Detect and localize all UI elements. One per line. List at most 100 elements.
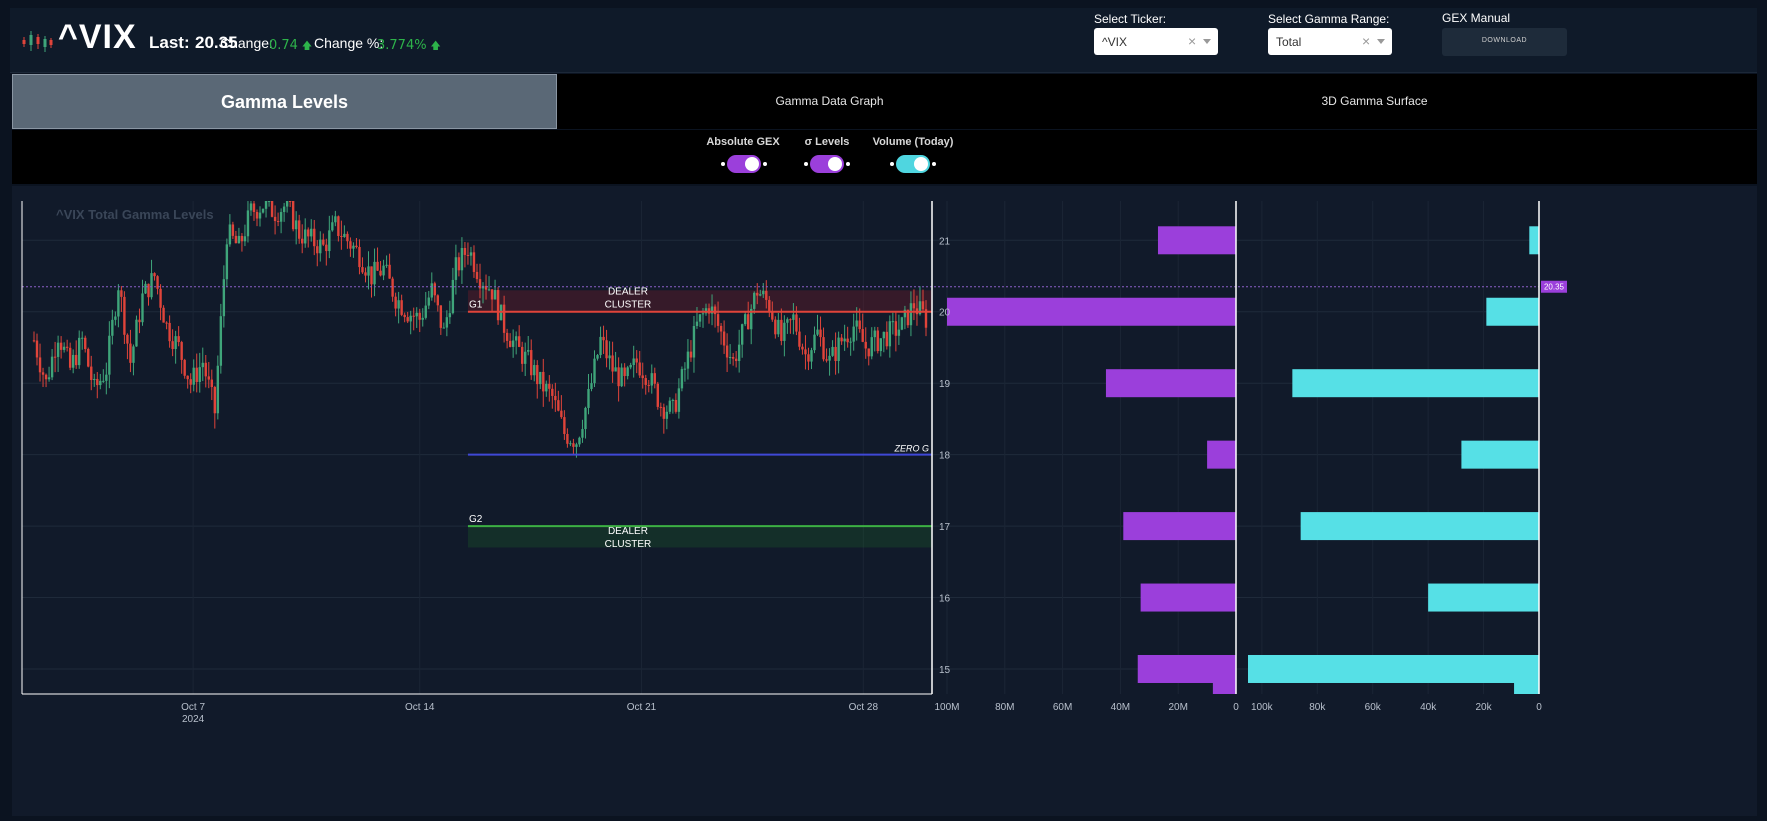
chevron-down-icon[interactable] bbox=[1377, 39, 1385, 44]
candle-body bbox=[349, 241, 352, 249]
ticker-select[interactable]: ^VIX × bbox=[1094, 28, 1218, 55]
chevron-down-icon[interactable] bbox=[1203, 39, 1211, 44]
candle-body bbox=[475, 271, 479, 280]
candle-body bbox=[716, 314, 720, 326]
candle-body bbox=[132, 346, 135, 363]
level-label: G1 bbox=[469, 300, 483, 311]
candle-body bbox=[578, 437, 581, 445]
candle-body bbox=[87, 349, 90, 367]
candle-body bbox=[346, 233, 349, 242]
gamma-range-value: Total bbox=[1276, 35, 1302, 49]
candle-body bbox=[689, 351, 693, 358]
gamma-range-select[interactable]: Total × bbox=[1268, 28, 1392, 55]
candle-body bbox=[81, 337, 84, 339]
candle-body bbox=[466, 254, 470, 256]
candle-body bbox=[367, 266, 370, 276]
candle-body bbox=[96, 378, 99, 386]
candle-body bbox=[234, 235, 238, 244]
candle-body bbox=[626, 367, 629, 377]
candle-body bbox=[454, 257, 458, 280]
clear-icon[interactable]: × bbox=[1362, 33, 1371, 49]
candle-body bbox=[680, 369, 684, 389]
gex-bar bbox=[1123, 512, 1236, 541]
gex-bar bbox=[1212, 680, 1236, 694]
gex-tick-label: 80M bbox=[995, 702, 1014, 713]
volume-today-label: Volume (Today) bbox=[872, 136, 954, 148]
candle-body bbox=[99, 380, 102, 386]
candle-body bbox=[888, 321, 892, 347]
tab-gamma-data-graph[interactable]: Gamma Data Graph bbox=[775, 94, 884, 108]
candle-body bbox=[273, 216, 277, 222]
candle-body bbox=[722, 331, 726, 346]
candle-body bbox=[102, 380, 105, 382]
sigma-levels-toggle[interactable] bbox=[804, 155, 850, 173]
gex-bar bbox=[1105, 369, 1236, 398]
candle-body bbox=[74, 354, 78, 366]
tab-3d-gamma-surface[interactable]: 3D Gamma Surface bbox=[1321, 94, 1428, 108]
candle-body bbox=[198, 367, 201, 382]
chart-svg: ^VIX Total Gamma Levels DEALERCLUSTERDEA… bbox=[21, 201, 1567, 725]
candle-body bbox=[328, 230, 331, 252]
candle-body bbox=[445, 317, 449, 328]
candle-body bbox=[412, 315, 415, 317]
ticker-select-value: ^VIX bbox=[1102, 35, 1127, 49]
candle-body bbox=[653, 373, 656, 384]
candle-body bbox=[44, 374, 48, 380]
candle-body bbox=[602, 336, 605, 341]
volume-today-toggle[interactable] bbox=[890, 155, 936, 173]
candle-body bbox=[659, 406, 663, 408]
candle-body bbox=[370, 266, 373, 285]
candle-body bbox=[141, 293, 144, 323]
tab-gamma-levels[interactable]: Gamma Levels bbox=[12, 74, 557, 129]
candle-body bbox=[415, 312, 418, 317]
volume-bar bbox=[1486, 297, 1539, 326]
candle-body bbox=[216, 365, 220, 414]
candle-body bbox=[322, 239, 325, 245]
candle-body bbox=[337, 216, 340, 236]
volume-bar bbox=[1514, 680, 1539, 694]
candle-body bbox=[734, 358, 738, 362]
gamma-levels-chart[interactable]: ^VIX Total Gamma Levels DEALER CLUSTER DEA… bbox=[12, 186, 1757, 816]
toggle-bar: Absolute GEX σ Levels Volume (Today) bbox=[12, 130, 1757, 184]
candle-body bbox=[35, 340, 39, 358]
candle-body bbox=[542, 371, 545, 392]
candle-body bbox=[713, 306, 717, 315]
volume-bar bbox=[1300, 512, 1539, 541]
candle-body bbox=[409, 315, 412, 322]
volume-tick-label: 0 bbox=[1536, 702, 1542, 713]
candle-body bbox=[442, 327, 446, 329]
clear-icon[interactable]: × bbox=[1188, 33, 1197, 49]
candle-body bbox=[53, 356, 57, 358]
candle-body bbox=[129, 343, 132, 363]
candle-body bbox=[478, 279, 482, 289]
candle-body bbox=[243, 236, 247, 242]
candle-body bbox=[291, 201, 295, 230]
candle-body bbox=[575, 444, 578, 447]
candle-body bbox=[38, 357, 42, 373]
absolute-gex-toggle[interactable] bbox=[721, 155, 767, 173]
absolute-gex-label: Absolute GEX bbox=[706, 136, 780, 148]
candle-body bbox=[873, 330, 876, 338]
candle-body bbox=[548, 383, 551, 389]
candle-body bbox=[530, 350, 533, 376]
candle-body bbox=[864, 341, 867, 349]
candle-body bbox=[852, 326, 855, 342]
change-value: 0.74 bbox=[269, 38, 298, 53]
gex-bar bbox=[1157, 226, 1236, 255]
download-button[interactable]: DOWNLOAD bbox=[1442, 28, 1567, 56]
candle-body bbox=[304, 229, 307, 244]
candle-body bbox=[508, 340, 512, 347]
candle-body bbox=[638, 362, 641, 376]
candle-body bbox=[439, 305, 443, 328]
up-arrow-icon: 🡅 bbox=[301, 41, 313, 52]
candle-body bbox=[710, 306, 714, 314]
candle-body bbox=[255, 212, 259, 219]
toggle-dot bbox=[804, 162, 808, 166]
candle-body bbox=[487, 289, 491, 291]
candle-body bbox=[120, 290, 123, 297]
candle-body bbox=[563, 417, 566, 434]
candle-body bbox=[433, 283, 436, 296]
candle-body bbox=[656, 383, 659, 407]
candle-body bbox=[183, 359, 186, 376]
candle-body bbox=[505, 332, 509, 341]
